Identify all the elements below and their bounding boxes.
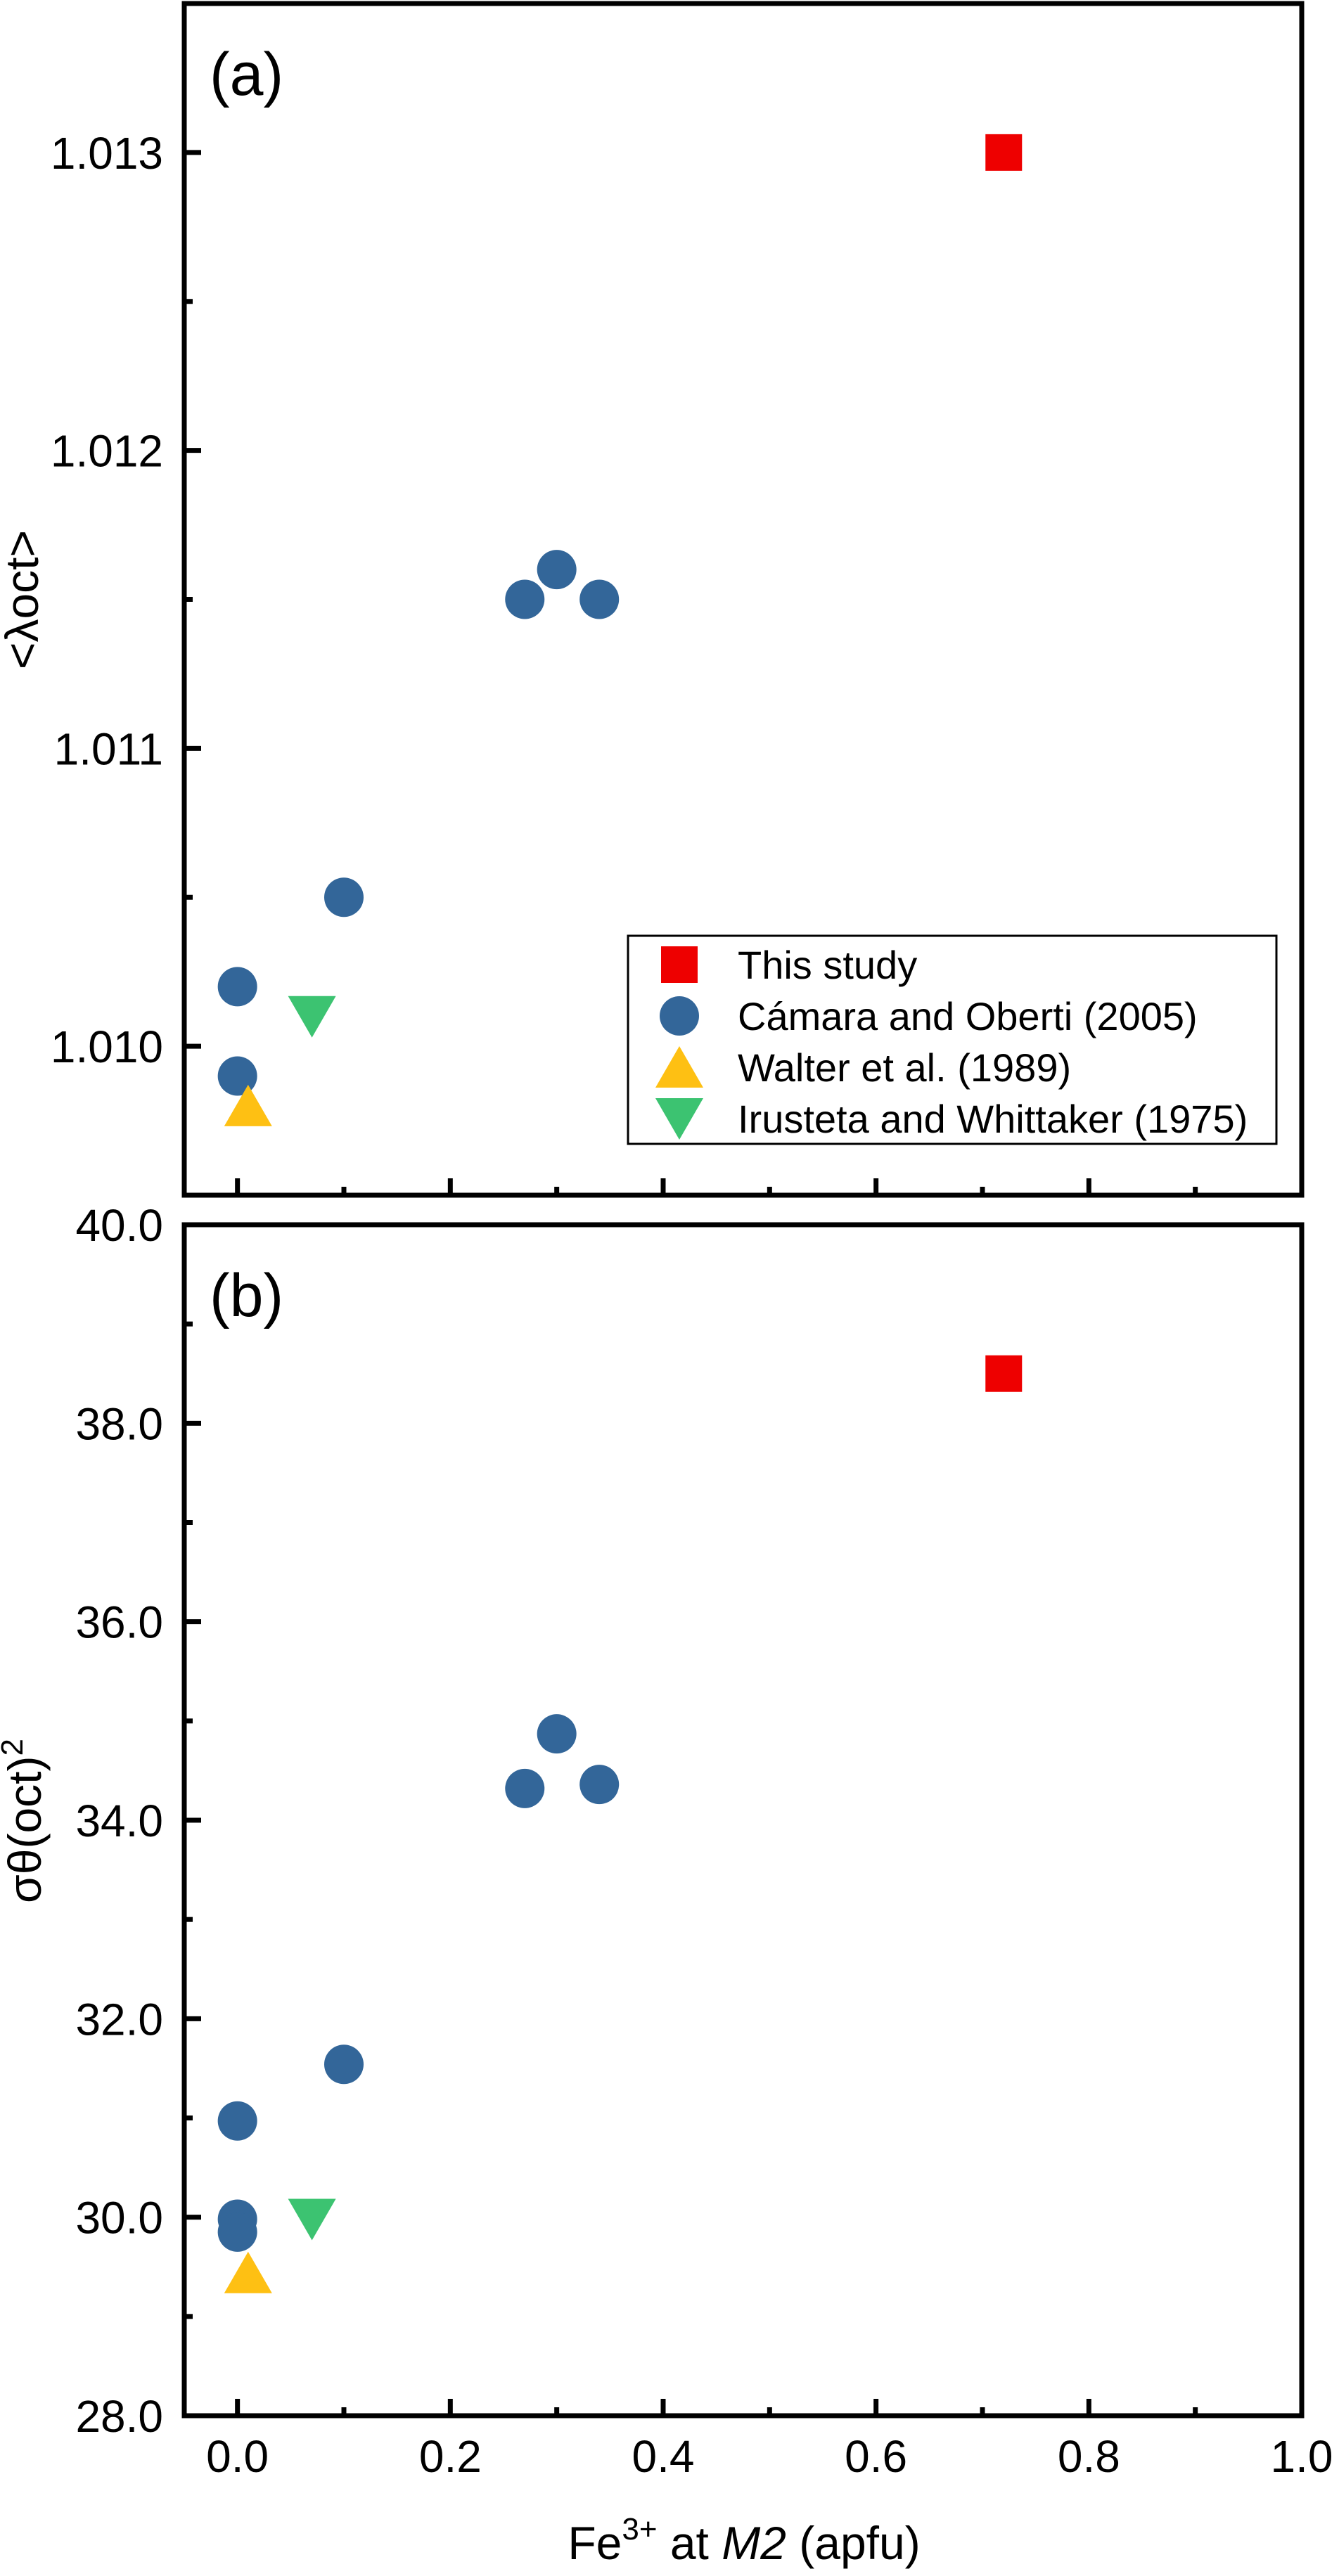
data-point-circle xyxy=(217,2101,257,2141)
x-tick-label: 0.4 xyxy=(632,2431,695,2482)
legend-label: Irusteta and Whittaker (1975) xyxy=(738,1097,1248,1141)
y-tick-label: 1.012 xyxy=(51,426,163,477)
legend-item: Walter et al. (1989) xyxy=(655,1045,1071,1090)
legend-marker-triangle-down-icon xyxy=(655,1098,703,1140)
x-tick-label: 0.0 xyxy=(206,2431,269,2482)
legend-marker-circle-icon xyxy=(660,996,699,1036)
legend-items: This study Cámara and Oberti (2005) Walter… xyxy=(655,943,1248,1141)
panel-b-y-axis-title: σθ(oct)2 xyxy=(0,1739,51,1903)
legend-item: Cámara and Oberti (2005) xyxy=(660,994,1198,1038)
data-point-circle xyxy=(505,579,545,619)
panel-b-frame xyxy=(181,1222,1305,2419)
panel-b-ticks xyxy=(184,1222,1198,2419)
y-tick-label: 1.013 xyxy=(51,128,163,179)
x-axis-title-mid: at xyxy=(658,2517,722,2569)
data-point-circle xyxy=(217,1056,257,1096)
data-point-circle xyxy=(579,579,620,619)
y-tick-label: 32.0 xyxy=(75,1994,163,2044)
panel-b-tick-labels: 28.0 30.0 32.0 34.0 36.0 38.0 40.0 0.0 0.2 0.4 0.6… xyxy=(75,1200,1333,2482)
panel-b: 28.0 30.0 32.0 34.0 36.0 38.0 40.0 0.0 0.2 0.4 0.6… xyxy=(0,1200,1333,2569)
x-axis-title-sup: 3+ xyxy=(622,2512,657,2546)
x-axis-title-italic: M2 xyxy=(722,2517,786,2569)
data-point-circle xyxy=(324,877,364,917)
x-tick-label: 0.6 xyxy=(845,2431,907,2482)
legend-box xyxy=(627,934,1278,1145)
x-tick-label: 0.8 xyxy=(1058,2431,1120,2482)
panel-a-label: (a) xyxy=(210,41,283,108)
data-point-circle xyxy=(217,2212,257,2252)
panel-a: 1.010 1.011 1.012 1.013 (a) <λoct> This stu… xyxy=(0,1,1305,1198)
legend-label: Walter et al. (1989) xyxy=(738,1045,1071,1090)
panel-b-label: (b) xyxy=(210,1262,283,1329)
x-axis-title-base: Fe xyxy=(568,2517,622,2569)
panel-b-points xyxy=(217,1355,1023,2293)
y-axis-title-base: σθ(oct) xyxy=(0,1756,51,1903)
data-point-circle xyxy=(537,550,577,590)
y-tick-label: 1.011 xyxy=(54,723,163,774)
panel-a-tick-labels: 1.010 1.011 1.012 1.013 xyxy=(51,128,163,1072)
data-point-circle xyxy=(537,1714,577,1754)
y-tick-label: 28.0 xyxy=(75,2391,163,2442)
panel-a-y-axis-title: <λoct> xyxy=(0,530,48,669)
y-tick-label: 34.0 xyxy=(75,1796,163,1846)
data-point-circle xyxy=(217,967,257,1007)
legend-marker-square-icon xyxy=(661,946,698,983)
panel-a-points xyxy=(217,134,1023,1126)
data-point-circle xyxy=(579,1765,620,1805)
legend-item: Irusteta and Whittaker (1975) xyxy=(655,1097,1248,1141)
y-tick-label: 38.0 xyxy=(75,1398,163,1449)
x-tick-label: 0.2 xyxy=(419,2431,482,2482)
panel-a-ticks xyxy=(184,150,1198,1195)
data-point-triangle-down xyxy=(288,2198,336,2241)
legend-item: This study xyxy=(661,943,917,987)
x-axis-title-tail: (apfu) xyxy=(786,2517,921,2569)
y-tick-label: 30.0 xyxy=(75,2193,163,2243)
data-point-circle xyxy=(324,2044,364,2085)
data-point-triangle-up xyxy=(224,1084,272,1126)
x-axis-title: Fe3+ at M2 (apfu) xyxy=(568,2512,920,2569)
legend-label: This study xyxy=(738,943,917,987)
legend: This study Cámara and Oberti (2005) Walter… xyxy=(627,934,1278,1145)
y-tick-label: 1.010 xyxy=(51,1022,163,1072)
legend-label: Cámara and Oberti (2005) xyxy=(738,994,1198,1038)
data-point-square xyxy=(985,134,1023,171)
data-point-triangle-down xyxy=(288,996,336,1038)
x-tick-label: 1.0 xyxy=(1271,2431,1333,2482)
y-axis-title-sup: 2 xyxy=(0,1739,30,1756)
y-tick-label: 40.0 xyxy=(75,1200,163,1251)
data-point-square xyxy=(985,1355,1023,1392)
legend-marker-triangle-up-icon xyxy=(655,1046,703,1088)
data-point-circle xyxy=(505,1768,545,1808)
data-point-triangle-up xyxy=(224,2251,272,2293)
y-tick-label: 36.0 xyxy=(75,1597,163,1648)
